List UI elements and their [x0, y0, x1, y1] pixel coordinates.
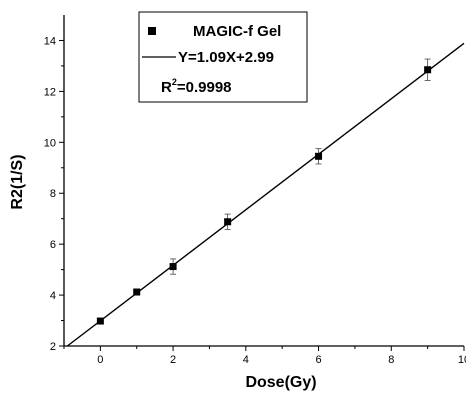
y-tick-label: 2	[50, 341, 56, 353]
ticks: 0 2 4 6 8 10 2 4 6 8 10 12 14	[44, 35, 466, 366]
legend-fit-equation: Y=1.09X+2.99	[178, 49, 274, 66]
x-tick-label: 4	[243, 354, 249, 366]
y-tick-label: 14	[44, 35, 56, 47]
x-tick-label: 8	[388, 354, 394, 366]
x-tick-label: 2	[170, 354, 176, 366]
legend-square-marker	[148, 27, 156, 35]
x-axis-title: Dose(Gy)	[245, 374, 316, 391]
legend-r-squared: R2=0.9998	[161, 77, 232, 96]
fit-line-group	[66, 42, 465, 347]
data-point	[315, 152, 323, 160]
x-tick-label: 6	[315, 354, 321, 366]
y-tick-label: 10	[44, 137, 56, 149]
data-point	[224, 218, 232, 226]
y-tick-label: 8	[50, 188, 56, 200]
fit-line	[66, 42, 465, 347]
legend: MAGIC-f Gel Y=1.09X+2.99 R2=0.9998	[138, 11, 308, 103]
data-point	[424, 66, 432, 74]
r-squared-superscript: 2	[172, 77, 177, 87]
y-tick-label: 4	[50, 290, 56, 302]
x-tick-label: 0	[97, 354, 103, 366]
x-tick-label: 10	[458, 354, 466, 366]
data-point	[133, 288, 141, 296]
legend-series-label: MAGIC-f Gel	[193, 23, 281, 40]
axes	[63, 15, 464, 347]
y-tick-label: 12	[44, 86, 56, 98]
y-axis-title: R2(1/S)	[9, 154, 26, 209]
data-point	[169, 263, 177, 271]
data-points	[96, 58, 432, 325]
y-tick-label: 6	[50, 239, 56, 251]
data-point	[96, 317, 104, 325]
r-squared-prefix: R	[161, 79, 172, 96]
r-squared-value: =0.9998	[177, 79, 232, 96]
